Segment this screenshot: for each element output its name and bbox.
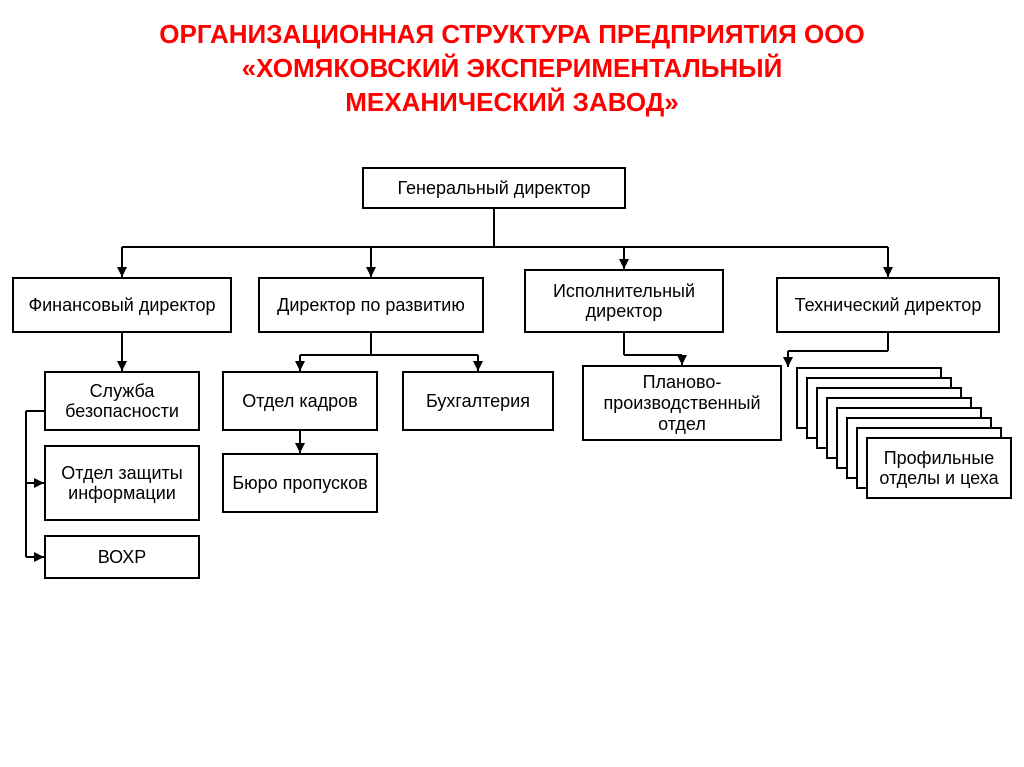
- node-label-fin_dir: Финансовый директор: [28, 295, 215, 316]
- node-label-vohr: ВОХР: [98, 547, 147, 568]
- node-label-tech_dir: Технический директор: [795, 295, 982, 316]
- node-exec_dir: Исполнительный директор: [524, 269, 724, 333]
- title-line-3: МЕХАНИЧЕСКИЙ ЗАВОД»: [40, 86, 984, 120]
- node-tech_dir: Технический директор: [776, 277, 1000, 333]
- node-label-exec_dir: Исполнительный директор: [532, 281, 716, 322]
- node-label-security: Служба безопасности: [52, 381, 192, 422]
- node-dev_dir: Директор по развитию: [258, 277, 484, 333]
- title-line-2: «ХОМЯКОВСКИЙ ЭКСПЕРИМЕНТАЛЬНЫЙ: [40, 52, 984, 86]
- diagram-title: ОРГАНИЗАЦИОННАЯ СТРУКТУРА ПРЕДПРИЯТИЯ ОО…: [0, 0, 1024, 127]
- node-label-profile: Профильные отделы и цеха: [874, 448, 1004, 489]
- node-profile: Профильные отделы и цеха: [866, 437, 1012, 499]
- node-label-planning: Планово-производственный отдел: [590, 372, 774, 434]
- node-label-root: Генеральный директор: [397, 178, 590, 199]
- node-accounting: Бухгалтерия: [402, 371, 554, 431]
- node-fin_dir: Финансовый директор: [12, 277, 232, 333]
- node-security: Служба безопасности: [44, 371, 200, 431]
- title-line-1: ОРГАНИЗАЦИОННАЯ СТРУКТУРА ПРЕДПРИЯТИЯ ОО…: [40, 18, 984, 52]
- node-pass_office: Бюро пропусков: [222, 453, 378, 513]
- node-label-dev_dir: Директор по развитию: [277, 295, 465, 316]
- node-planning: Планово-производственный отдел: [582, 365, 782, 441]
- node-root: Генеральный директор: [362, 167, 626, 209]
- node-vohr: ВОХР: [44, 535, 200, 579]
- node-label-pass_office: Бюро пропусков: [232, 473, 367, 494]
- org-chart: Генеральный директор Финансовый директор Д…: [0, 127, 1024, 727]
- node-info_protect: Отдел защиты информации: [44, 445, 200, 521]
- node-label-hr: Отдел кадров: [242, 391, 357, 412]
- node-label-info_protect: Отдел защиты информации: [52, 463, 192, 504]
- node-label-accounting: Бухгалтерия: [426, 391, 530, 412]
- node-hr: Отдел кадров: [222, 371, 378, 431]
